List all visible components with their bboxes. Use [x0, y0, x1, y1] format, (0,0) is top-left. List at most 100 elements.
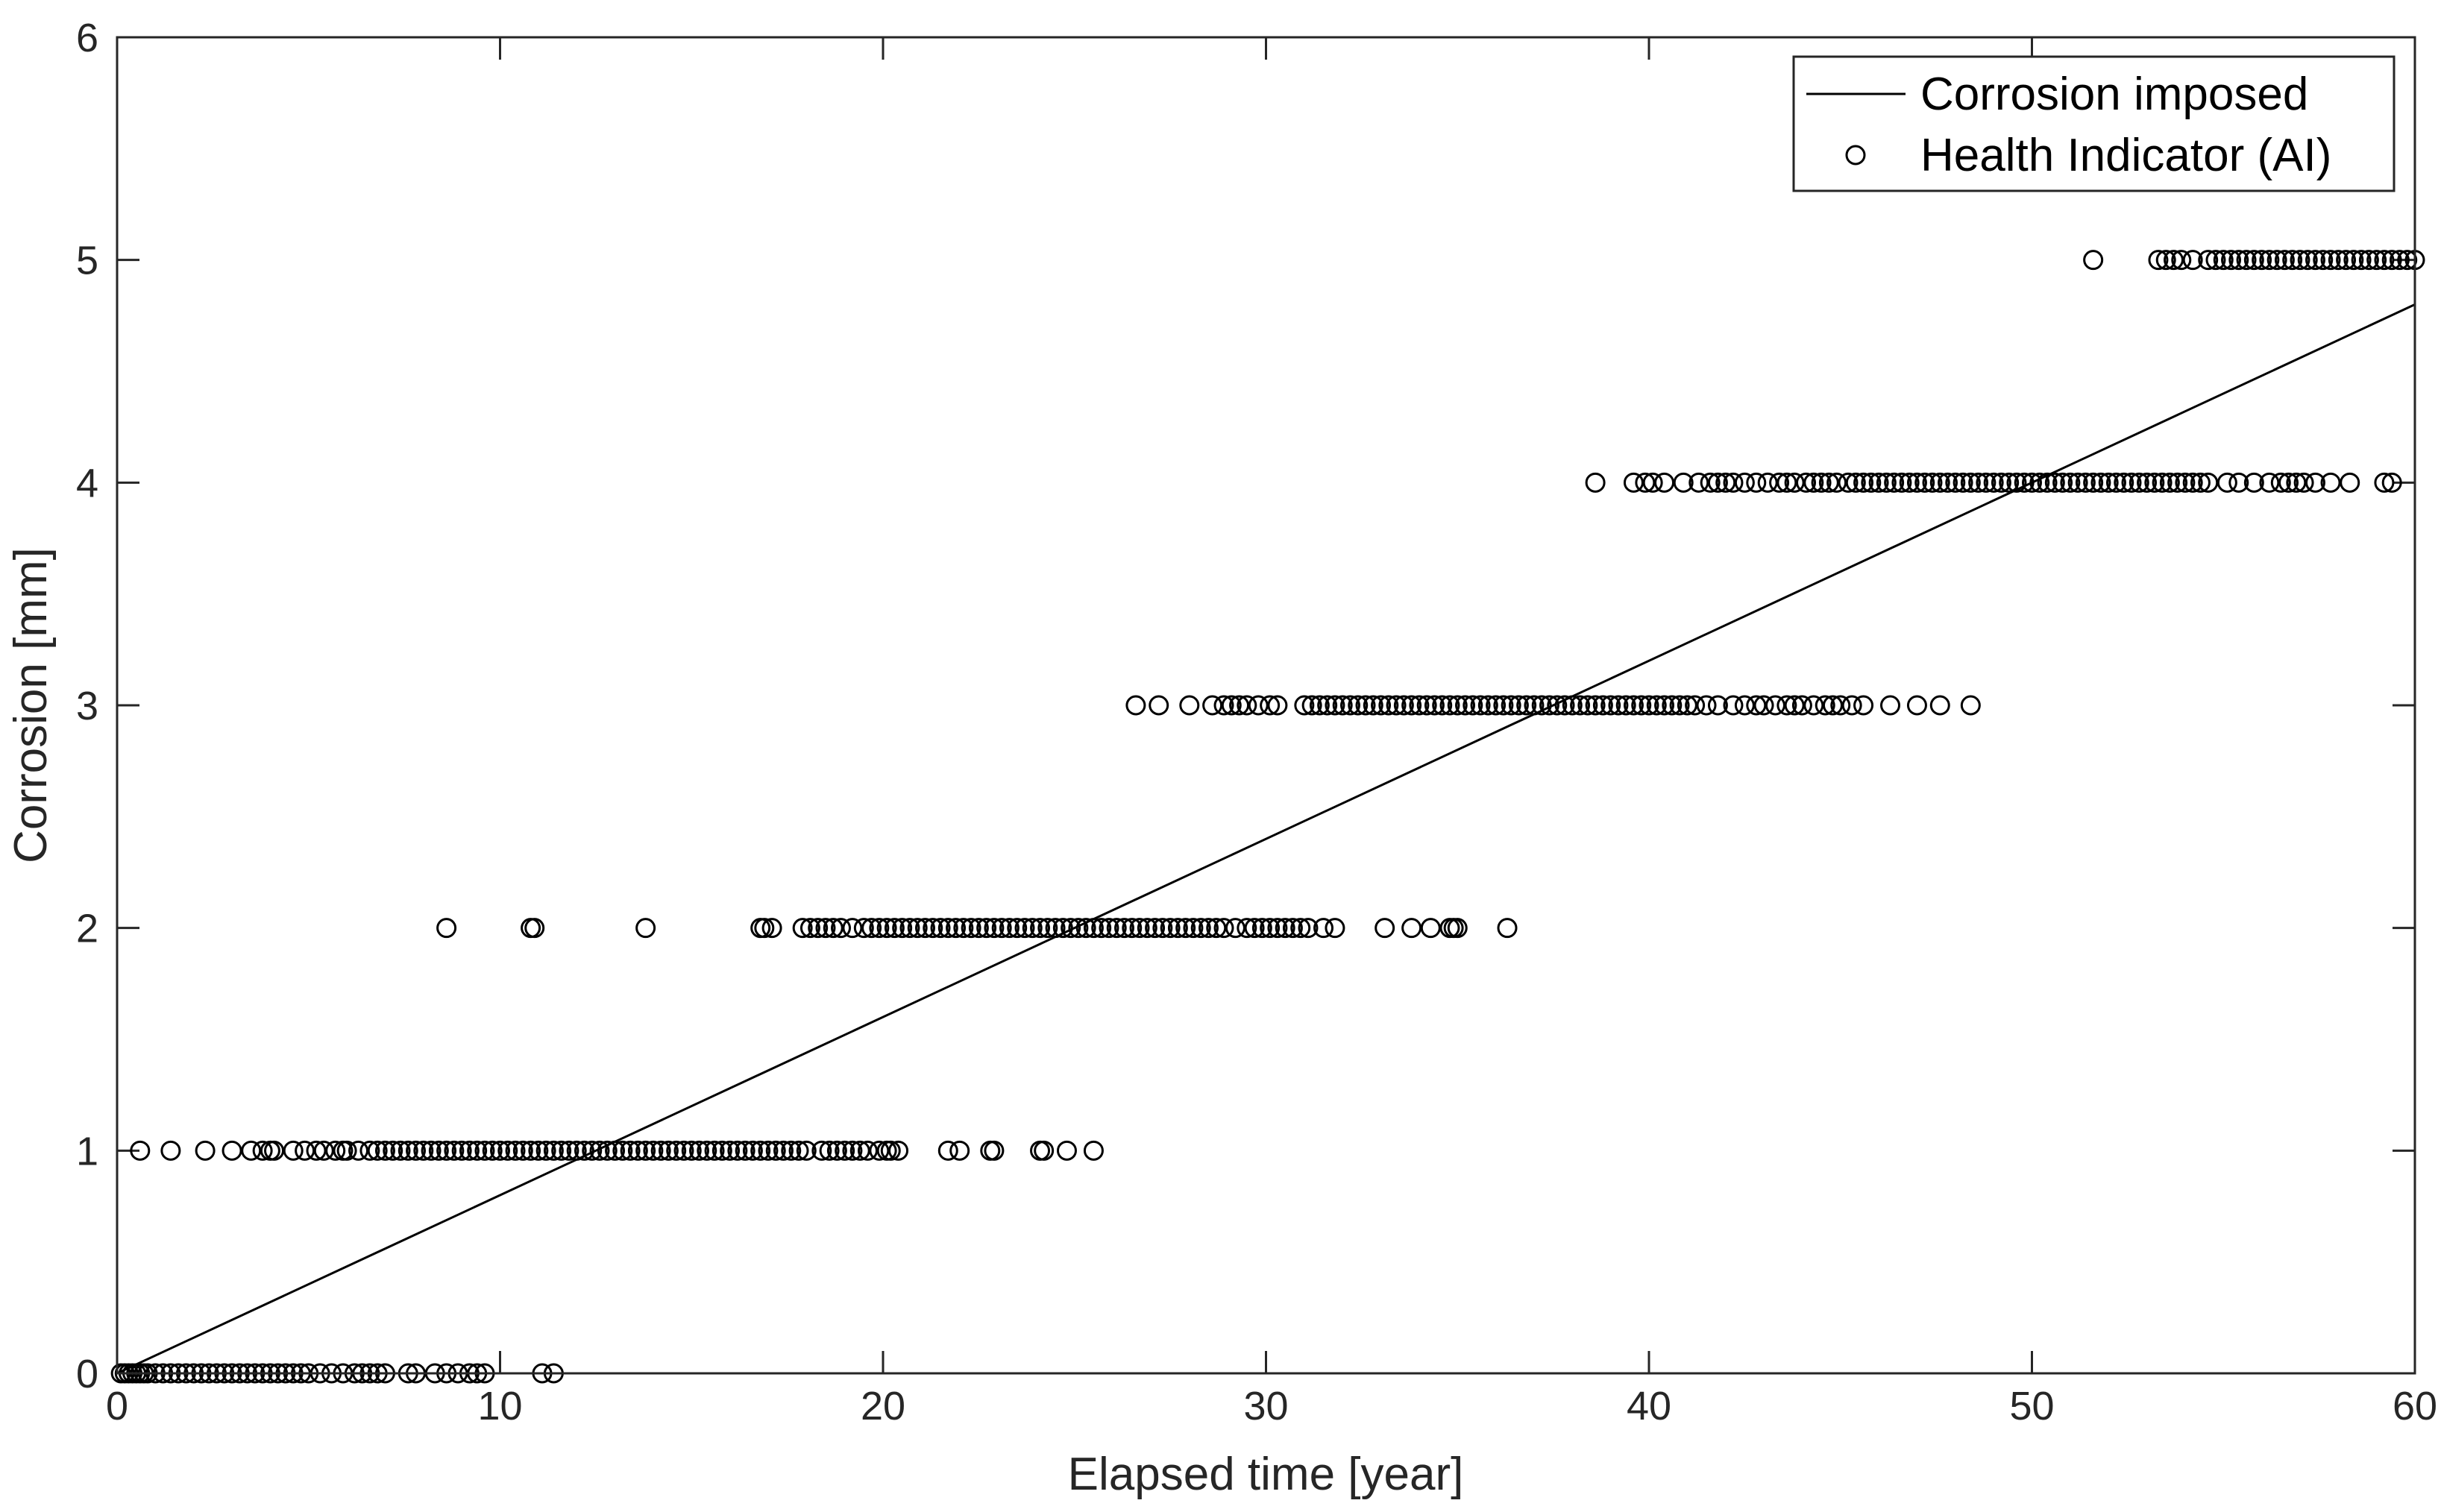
health-indicator-point — [2083, 250, 2104, 271]
health-indicator-point — [1822, 695, 1843, 716]
health-indicator-point — [880, 1140, 901, 1161]
health-indicator-point — [1734, 695, 1755, 716]
health-indicator-point — [2052, 472, 2073, 493]
health-indicator-point — [1938, 472, 1958, 493]
health-indicator-point — [2198, 250, 2219, 271]
health-indicator-point — [1906, 472, 1927, 493]
health-indicator-point — [1784, 695, 1805, 716]
health-indicator-point — [1845, 472, 1866, 493]
health-indicator-point — [2305, 250, 2325, 271]
health-indicator-point — [1853, 695, 1874, 716]
health-indicator-point — [1577, 695, 1598, 716]
health-indicator-point — [444, 1140, 465, 1161]
health-indicator-point — [1953, 472, 1973, 493]
health-indicator-point — [799, 918, 820, 939]
health-indicator-point — [1830, 695, 1851, 716]
health-indicator-point — [1623, 472, 1644, 493]
health-indicator-point — [559, 1140, 579, 1161]
health-indicator-point — [1999, 472, 2020, 493]
health-indicator-point — [1803, 472, 1824, 493]
health-indicator-point — [2320, 250, 2341, 271]
health-indicator-point — [1294, 695, 1315, 716]
health-indicator-point — [2152, 472, 2173, 493]
health-indicator-point — [815, 918, 836, 939]
health-indicator-point — [2155, 250, 2176, 271]
health-indicator-point — [643, 1140, 664, 1161]
health-indicator-point — [1260, 695, 1281, 716]
health-indicator-point — [1229, 695, 1250, 716]
health-indicator-point — [1267, 918, 1288, 939]
health-indicator-point — [697, 1140, 717, 1161]
health-indicator-point — [1968, 472, 1989, 493]
health-indicator-point — [1818, 472, 1839, 493]
health-indicator-point — [2236, 250, 2257, 271]
health-indicator-point — [436, 918, 457, 939]
health-indicator-point — [222, 1140, 242, 1161]
health-indicator-point — [521, 1140, 541, 1161]
health-indicator-point — [2305, 472, 2325, 493]
health-indicator-point — [459, 1140, 480, 1161]
health-indicator-point — [1014, 918, 1035, 939]
health-indicator-point — [842, 918, 863, 939]
health-indicator-point — [1776, 472, 1797, 493]
health-indicator-point — [1317, 695, 1338, 716]
health-indicator-point — [2286, 472, 2307, 493]
health-indicator-point — [2190, 472, 2211, 493]
health-indicator-point — [1746, 472, 1767, 493]
health-indicator-point — [2121, 472, 2142, 493]
health-indicator-point — [1221, 695, 1242, 716]
health-indicator-point — [2381, 472, 2402, 493]
health-indicator-point — [1160, 918, 1181, 939]
health-indicator-point — [811, 1140, 832, 1161]
health-indicator-point — [1757, 472, 1778, 493]
health-indicator-point — [1841, 695, 1862, 716]
health-indicator-point — [1853, 472, 1874, 493]
corrosion-imposed-line — [116, 303, 2416, 1375]
health-indicator-point — [984, 1140, 1005, 1161]
x-axis-label: Elapsed time [year] — [1068, 1449, 1464, 1500]
health-indicator-point — [535, 1140, 556, 1161]
health-indicator-point — [1447, 918, 1468, 939]
health-indicator-point — [359, 1140, 380, 1161]
health-indicator-point — [2137, 472, 2158, 493]
health-indicator-points — [110, 250, 2425, 1384]
health-indicator-point — [1891, 472, 1912, 493]
health-indicator-point — [1945, 472, 1966, 493]
health-indicator-point — [2148, 250, 2169, 271]
health-indicator-point — [2358, 250, 2379, 271]
health-indicator-point — [1463, 695, 1483, 716]
health-indicator-point — [2270, 472, 2291, 493]
health-indicator-point — [1455, 695, 1476, 716]
health-indicator-point — [627, 1140, 648, 1161]
health-indicator-point — [1061, 918, 1081, 939]
health-indicator-point — [1688, 472, 1709, 493]
health-indicator-point — [2293, 472, 2314, 493]
health-indicator-point — [2105, 472, 2126, 493]
health-indicator-point — [543, 1140, 564, 1161]
health-indicator-point — [2083, 472, 2104, 493]
health-indicator-point — [1198, 918, 1219, 939]
health-indicator-point — [1416, 695, 1437, 716]
legend: Corrosion imposed Health Indicator (AI) — [1792, 55, 2396, 192]
health-indicator-point — [1301, 695, 1322, 716]
health-indicator-point — [2217, 472, 2237, 493]
health-indicator-point — [1037, 918, 1058, 939]
health-indicator-point — [2351, 250, 2372, 271]
health-indicator-point — [2243, 472, 2264, 493]
health-indicator-point — [367, 1140, 388, 1161]
health-indicator-point — [1439, 695, 1460, 716]
health-indicator-point — [451, 1140, 472, 1161]
health-indicator-point — [2006, 472, 2027, 493]
health-indicator-point — [512, 1140, 533, 1161]
health-indicator-point — [1260, 918, 1281, 939]
health-indicator-point — [474, 1140, 495, 1161]
health-indicator-point — [2221, 250, 2242, 271]
health-indicator-point — [1447, 695, 1468, 716]
health-indicator-point — [1424, 695, 1445, 716]
health-indicator-point — [1884, 472, 1905, 493]
health-indicator-point — [1776, 695, 1797, 716]
health-indicator-point — [2090, 472, 2111, 493]
health-indicator-point — [505, 1140, 526, 1161]
health-indicator-point — [1734, 472, 1755, 493]
health-indicator-point — [1375, 918, 1395, 939]
